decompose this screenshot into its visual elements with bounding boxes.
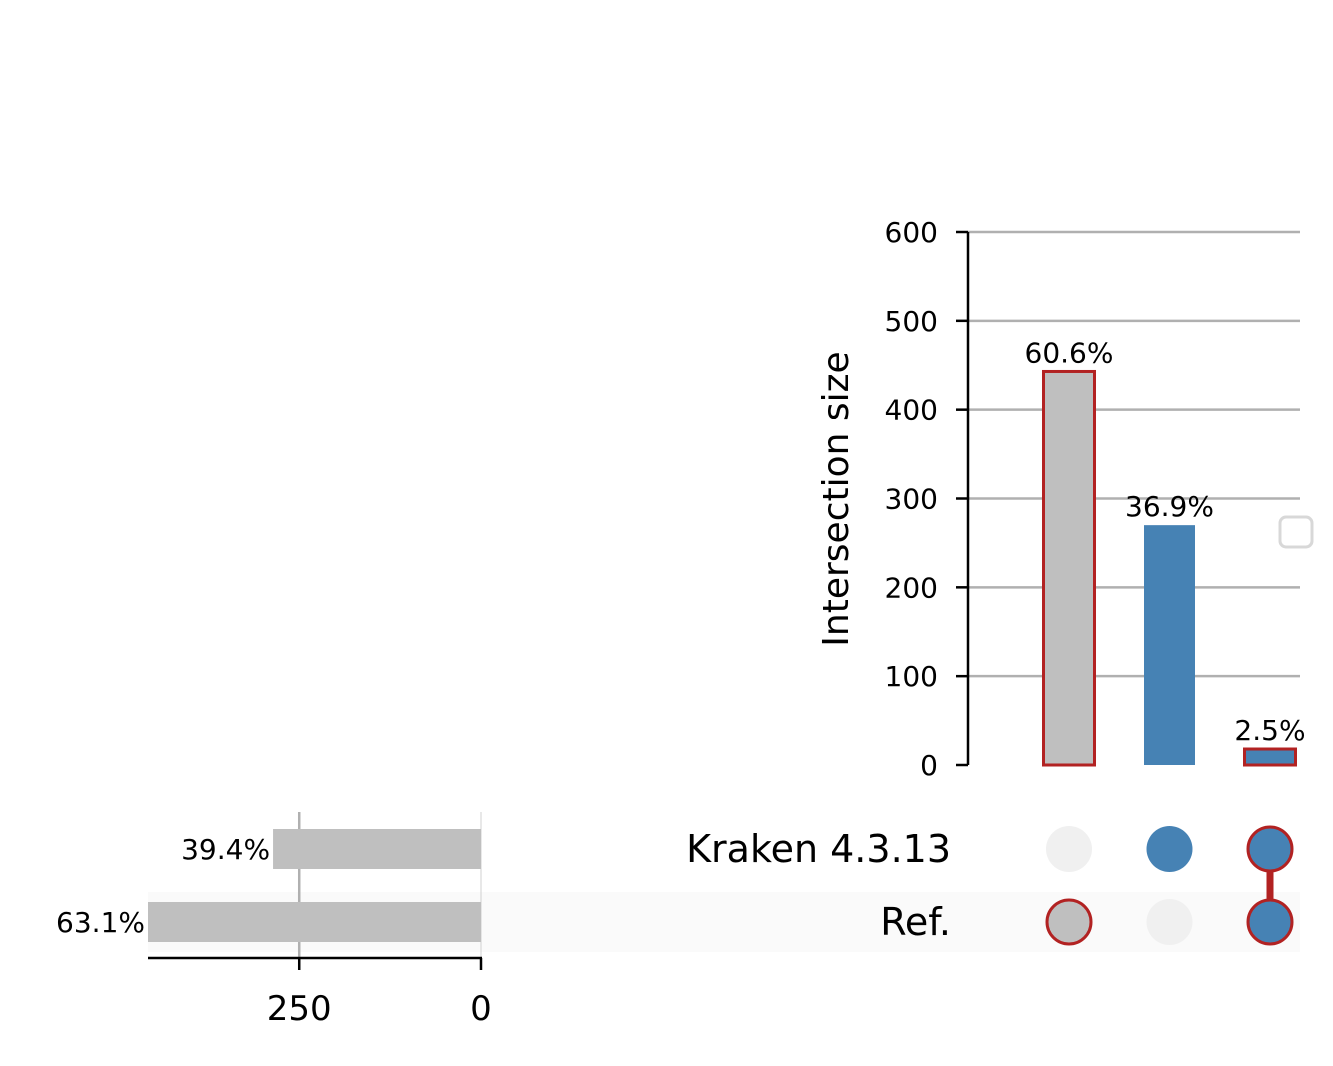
intersection-bar	[1243, 747, 1297, 767]
set-size-tick-label: 0	[470, 989, 492, 1029]
intersection-bar	[1144, 525, 1195, 765]
matrix-dot-active	[1146, 826, 1193, 872]
matrix-dot-inactive	[1146, 899, 1193, 945]
intersection-bar-labels: 60.6% 36.9% 2.5%	[1025, 336, 1306, 747]
y-tick-label: 100	[885, 660, 938, 693]
set-size-labels: 39.4% 63.1%	[56, 833, 270, 939]
y-tick-label: 400	[885, 394, 938, 427]
y-axis-title: Intersection size	[816, 351, 857, 646]
set-label: Kraken 4.3.13	[686, 827, 951, 871]
set-size-label: 39.4%	[181, 833, 270, 866]
set-labels: Kraken 4.3.13 Ref.	[686, 827, 951, 944]
y-tick-label: 600	[885, 216, 938, 249]
set-size-bar	[273, 829, 481, 869]
matrix-dot-active	[1045, 898, 1093, 946]
intersection-bar-label: 60.6%	[1025, 336, 1114, 369]
grid-lines	[968, 230, 1300, 678]
y-tick-label: 200	[885, 571, 938, 604]
y-ticks: 0 100 200 300 400 500 600	[885, 216, 968, 782]
matrix-dots	[1045, 825, 1294, 946]
matrix-dot-active	[1246, 825, 1294, 873]
matrix-dot-inactive	[1046, 826, 1092, 872]
intersection-bar	[1042, 369, 1096, 767]
legend-box	[1278, 515, 1314, 549]
set-size-bars	[148, 829, 481, 942]
intersection-bar-label: 2.5%	[1234, 714, 1305, 747]
intersection-bar-label: 36.9%	[1125, 490, 1214, 523]
set-label: Ref.	[880, 900, 951, 944]
y-tick-label: 500	[885, 305, 938, 338]
set-size-x-ticks: 250 0	[267, 958, 492, 1029]
intersection-bars	[1042, 369, 1297, 767]
y-tick-label: 300	[885, 483, 938, 516]
set-size-tick-label: 250	[267, 989, 332, 1029]
set-size-label: 63.1%	[56, 906, 145, 939]
matrix-dot-active	[1246, 898, 1294, 946]
set-size-bar	[148, 902, 481, 942]
y-tick-label: 0	[920, 749, 938, 782]
